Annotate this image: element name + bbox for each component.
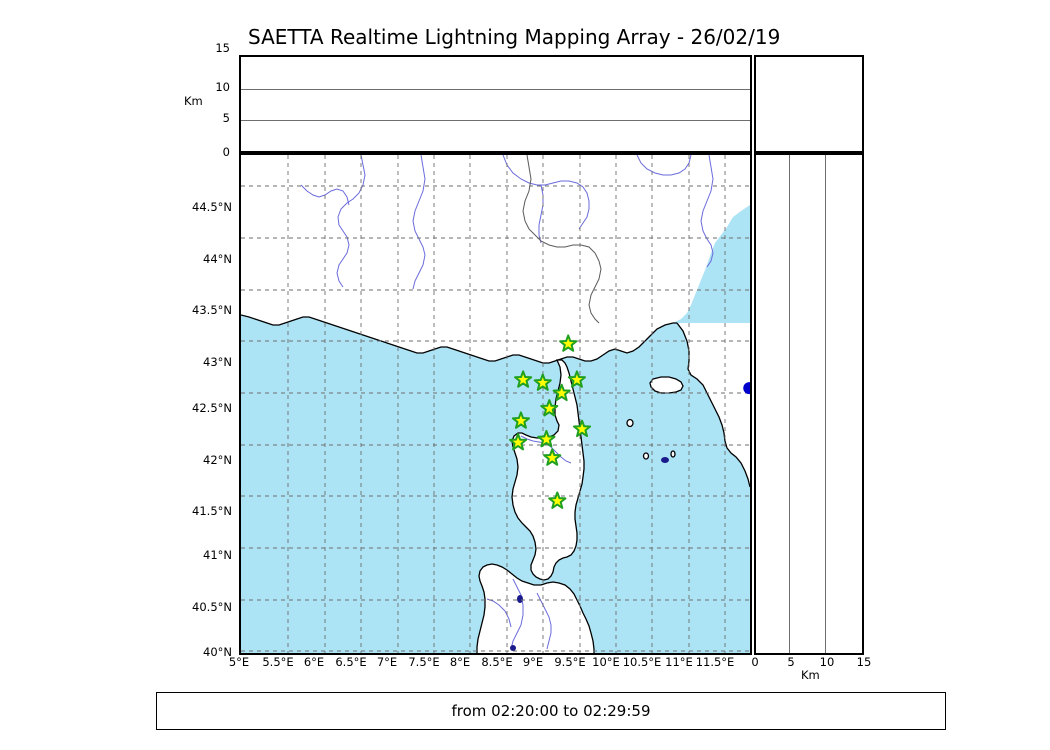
river-sardinia-1 <box>510 578 524 650</box>
gridline-5km <box>241 120 750 121</box>
map-canvas <box>241 155 750 653</box>
xtick-8E: 8°E <box>449 655 471 669</box>
top-ytick-15: 15 <box>215 41 230 55</box>
lake-1 <box>517 595 523 603</box>
ytick-42.5N: 42.5°N <box>192 401 232 415</box>
river-var <box>412 155 426 290</box>
border-france-italy <box>522 155 602 324</box>
station-marker-1[interactable] <box>514 370 533 388</box>
station-marker-2[interactable] <box>533 373 552 391</box>
station-marker-8[interactable] <box>508 433 528 451</box>
ytick-41N: 41°N <box>203 548 232 562</box>
station-marker-3[interactable] <box>567 370 587 388</box>
lakes-layer <box>510 457 669 651</box>
xtick-10.5E: 10.5°E <box>622 655 662 669</box>
right-xtick-5: 5 <box>787 655 795 669</box>
station-marker-10[interactable] <box>543 448 562 466</box>
ytick-44.5N: 44.5°N <box>192 200 232 214</box>
map-panel[interactable] <box>239 153 752 655</box>
page-title: SAETTA Realtime Lightning Mapping Array … <box>248 25 781 49</box>
landmass-small-island-1 <box>627 419 633 427</box>
xtick-7E: 7°E <box>376 655 398 669</box>
status-text: from 02:20:00 to 02:29:59 <box>451 702 651 720</box>
gridline-10km <box>241 89 750 90</box>
corner-panel <box>754 55 864 153</box>
river-sardinia-2 <box>536 592 552 650</box>
landmass-small-island-3 <box>671 451 675 457</box>
landmass-continental-europe <box>241 155 750 363</box>
top-ytick-0: 0 <box>222 145 230 159</box>
river-tiber <box>700 155 714 268</box>
top-ytick-10: 10 <box>215 80 230 94</box>
right-xtick-0: 0 <box>751 655 759 669</box>
xtick-6E: 6°E <box>303 655 325 669</box>
landmass-elba <box>650 377 683 393</box>
xtick-11E: 11°E <box>665 655 693 669</box>
ytick-40N: 40°N <box>203 645 232 659</box>
xtick-11.5E: 11.5°E <box>695 655 735 669</box>
right-gridline-10km <box>825 155 826 653</box>
station-marker-11[interactable] <box>548 491 567 509</box>
lma-stations-layer[interactable] <box>508 334 592 509</box>
station-marker-0[interactable] <box>559 334 578 352</box>
coastline-island-1 <box>626 418 634 428</box>
xtick-7.5E: 7.5°E <box>408 655 440 669</box>
right-gridline-5km <box>789 155 790 653</box>
ytick-40.5N: 40.5°N <box>192 600 232 614</box>
coastline-island-3 <box>670 450 676 458</box>
ytick-43N: 43°N <box>203 355 232 369</box>
right-xtick-10: 10 <box>819 655 835 669</box>
landmass-small-island-2 <box>643 453 649 459</box>
station-marker-4[interactable] <box>552 383 571 402</box>
top-ytick-5: 5 <box>222 111 230 125</box>
xtick-5.5E: 5.5°E <box>262 655 294 669</box>
right-panel-xlabel: Km <box>801 668 820 682</box>
xtick-8.5E: 8.5°E <box>481 655 513 669</box>
station-marker-5[interactable] <box>540 399 559 417</box>
coastline-french-riviera <box>241 314 677 364</box>
river-po-1 <box>502 155 590 230</box>
river-sardinia-3 <box>486 598 512 628</box>
station-marker-7[interactable] <box>572 419 592 438</box>
vhf-source-marker-0[interactable] <box>743 382 750 395</box>
xtick-10E: 10°E <box>592 655 620 669</box>
xtick-9.5E: 9.5°E <box>554 655 586 669</box>
coastline-sardinia <box>476 563 595 653</box>
landmass-corsica <box>512 360 584 580</box>
ytick-43.5N: 43.5°N <box>192 303 232 317</box>
coastline-island-2 <box>642 452 650 460</box>
landmass-sardinia <box>477 564 594 653</box>
latitude-altitude-panel <box>754 153 864 655</box>
ytick-42N: 42°N <box>203 453 232 467</box>
ytick-41.5N: 41.5°N <box>192 504 232 518</box>
xtick-6.5E: 6.5°E <box>335 655 367 669</box>
map-gridlines <box>241 155 750 653</box>
xtick-5E: 5°E <box>228 655 250 669</box>
river-arno <box>636 155 692 176</box>
altitude-longitude-panel <box>239 55 752 153</box>
river-rhone <box>336 155 366 288</box>
borders-layer <box>522 155 602 324</box>
time-range-status-bar: from 02:20:00 to 02:29:59 <box>156 692 946 730</box>
lake-2 <box>510 645 516 651</box>
lake-3 <box>661 457 669 463</box>
river-durance <box>300 184 350 206</box>
right-xtick-15: 15 <box>856 655 872 669</box>
station-marker-6[interactable] <box>511 411 531 429</box>
xtick-9E: 9°E <box>522 655 544 669</box>
coastline-corsica <box>511 359 585 581</box>
station-marker-9[interactable] <box>537 429 556 448</box>
top-panel-ylabel: Km <box>184 94 203 108</box>
ytick-44N: 44°N <box>203 252 232 266</box>
vhf-sources-layer[interactable] <box>743 382 750 395</box>
